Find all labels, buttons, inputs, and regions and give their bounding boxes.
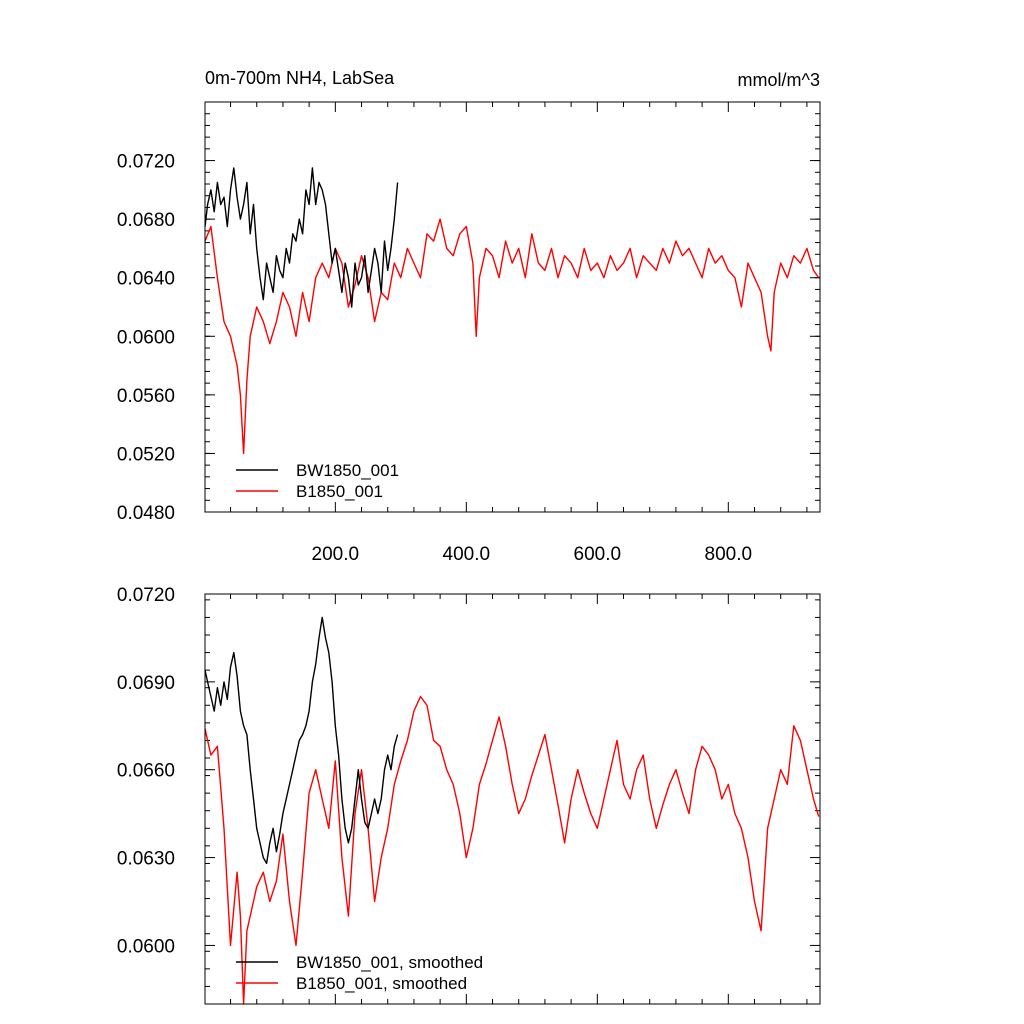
series-line-b1850 <box>204 695 820 1005</box>
y-tick-label: 0.0520 <box>117 444 175 465</box>
legend-label-b1850-smoothed: B1850_001, smoothed <box>296 974 467 993</box>
y-tick-label: 0.0690 <box>117 673 175 694</box>
y-tick-label: 0.0560 <box>117 386 175 407</box>
y-tick-label: 0.0720 <box>117 152 175 173</box>
series-line-bw1850 <box>204 167 399 308</box>
legend-label-bw1850-smoothed: BW1850_001, smoothed <box>296 953 483 972</box>
units-label: mmol/m^3 <box>738 70 820 90</box>
x-tick-label: 400.0 <box>443 544 491 565</box>
nh4-smoothed-panel: 0.0600 0.0630 0.0660 0.0690 0.0720 BW1850_00… <box>117 585 821 1005</box>
legend: BW1850_001 B1850_001 <box>236 461 399 501</box>
y-tick-label: 0.0600 <box>117 936 175 957</box>
legend-label-bw1850: BW1850_001 <box>296 461 399 480</box>
y-tick-label: 0.0660 <box>117 761 175 782</box>
legend: BW1850_001, smoothed B1850_001, smoothed <box>236 953 483 993</box>
y-tick-label: 0.0480 <box>117 503 175 524</box>
x-tick-label: 200.0 <box>312 544 360 565</box>
nh4-raw-panel: 0m-700m NH4, LabSea mmol/m^3 0.0480 0.052… <box>117 68 821 565</box>
series-lines <box>204 167 820 455</box>
y-tick-labels: 0.0600 0.0630 0.0660 0.0690 0.0720 <box>117 585 175 957</box>
tick-marks <box>205 101 820 513</box>
series-line-b1850 <box>204 218 820 455</box>
series-line-bw1850 <box>204 616 399 865</box>
y-tick-label: 0.0680 <box>117 210 175 231</box>
panel-title: 0m-700m NH4, LabSea <box>205 68 395 88</box>
y-tick-labels: 0.0480 0.0520 0.0560 0.0600 0.0640 0.0680 0.07… <box>117 152 175 524</box>
x-tick-label: 800.0 <box>705 544 753 565</box>
series-lines <box>204 616 820 1005</box>
tick-marks <box>205 593 820 1005</box>
y-tick-label: 0.0720 <box>117 585 175 606</box>
x-tick-label: 600.0 <box>574 544 622 565</box>
legend-label-b1850: B1850_001 <box>296 482 383 501</box>
plot-frame <box>204 593 821 1005</box>
y-tick-label: 0.0640 <box>117 269 175 290</box>
plot-frame <box>204 101 821 513</box>
y-tick-label: 0.0630 <box>117 849 175 870</box>
y-tick-label: 0.0600 <box>117 327 175 348</box>
x-tick-labels: 200.0 400.0 600.0 800.0 <box>312 544 753 565</box>
